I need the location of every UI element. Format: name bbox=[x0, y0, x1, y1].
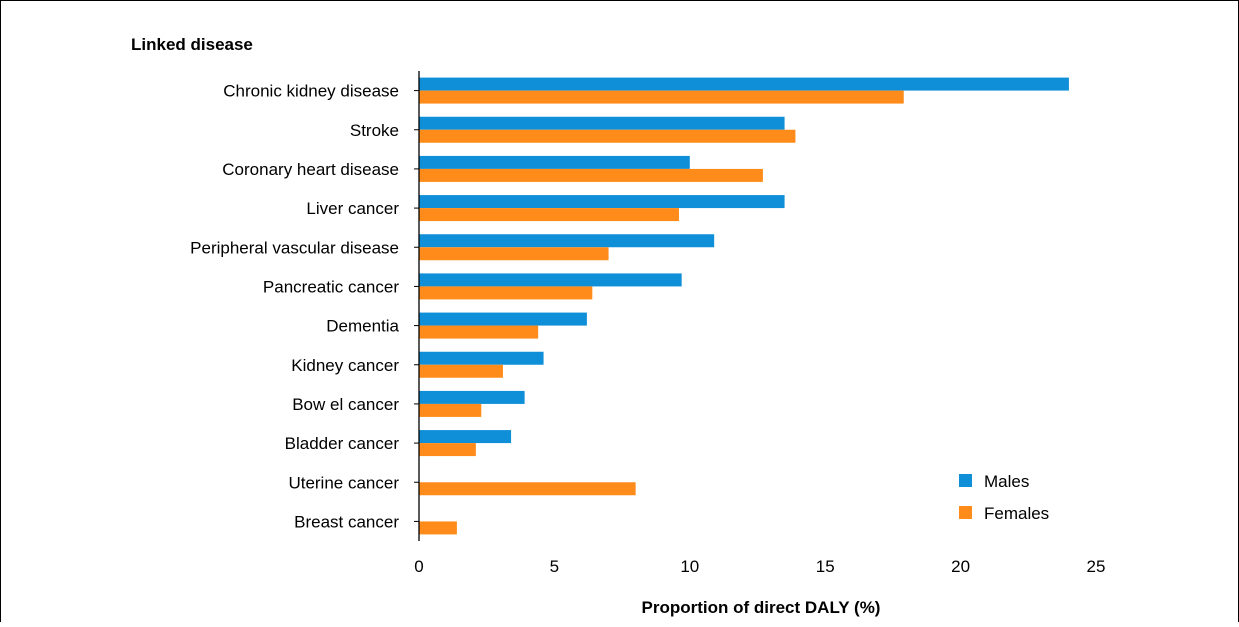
bar-females-5 bbox=[419, 286, 593, 300]
bar-males-0 bbox=[419, 77, 1069, 91]
bar-males-7 bbox=[419, 351, 544, 365]
x-tick-label: 25 bbox=[1087, 557, 1106, 576]
bar-females-7 bbox=[419, 364, 503, 378]
bar-males-1 bbox=[419, 116, 785, 130]
x-tick-label: 15 bbox=[816, 557, 835, 576]
category-label: Kidney cancer bbox=[291, 356, 399, 375]
category-label: Breast cancer bbox=[294, 512, 399, 531]
bar-females-11 bbox=[419, 521, 457, 535]
category-label: Uterine cancer bbox=[288, 473, 399, 492]
bar-females-1 bbox=[419, 129, 796, 143]
bar-males-8 bbox=[419, 390, 525, 404]
legend-label-females: Females bbox=[984, 504, 1049, 523]
x-tick-label: 0 bbox=[414, 557, 423, 576]
category-label: Liver cancer bbox=[306, 199, 399, 218]
bar-females-0 bbox=[419, 90, 904, 104]
bar-females-10 bbox=[419, 482, 636, 496]
bar-females-3 bbox=[419, 208, 679, 222]
category-label: Bow el cancer bbox=[292, 395, 399, 414]
legend-swatch-males bbox=[959, 474, 972, 487]
y-axis-title: Linked disease bbox=[131, 35, 253, 54]
x-tick-label: 5 bbox=[550, 557, 559, 576]
bar-females-6 bbox=[419, 325, 539, 339]
bar-males-2 bbox=[419, 155, 690, 169]
category-label: Coronary heart disease bbox=[222, 160, 399, 179]
bars-layer bbox=[419, 77, 1069, 535]
bar-males-4 bbox=[419, 234, 715, 248]
x-tick-label: 10 bbox=[680, 557, 699, 576]
bar-females-8 bbox=[419, 403, 482, 417]
bar-females-4 bbox=[419, 247, 609, 261]
bar-males-3 bbox=[419, 195, 785, 209]
category-label: Chronic kidney disease bbox=[223, 82, 399, 101]
category-label: Peripheral vascular disease bbox=[190, 238, 399, 257]
category-label: Dementia bbox=[326, 317, 399, 336]
bar-males-5 bbox=[419, 273, 682, 287]
category-label: Bladder cancer bbox=[285, 434, 400, 453]
x-tick-label: 20 bbox=[951, 557, 970, 576]
bar-males-6 bbox=[419, 312, 587, 326]
category-label: Pancreatic cancer bbox=[263, 277, 399, 296]
legend-label-males: Males bbox=[984, 472, 1029, 491]
legend: Males Females bbox=[959, 472, 1049, 523]
category-label: Stroke bbox=[350, 121, 399, 140]
legend-swatch-females bbox=[959, 506, 972, 519]
bar-females-2 bbox=[419, 168, 763, 182]
axes-layer: Chronic kidney disease Stroke Coronary hea… bbox=[190, 71, 1105, 576]
bar-males-9 bbox=[419, 430, 512, 444]
bar-females-9 bbox=[419, 443, 476, 457]
x-axis-title: Proportion of direct DALY (%) bbox=[642, 598, 881, 617]
